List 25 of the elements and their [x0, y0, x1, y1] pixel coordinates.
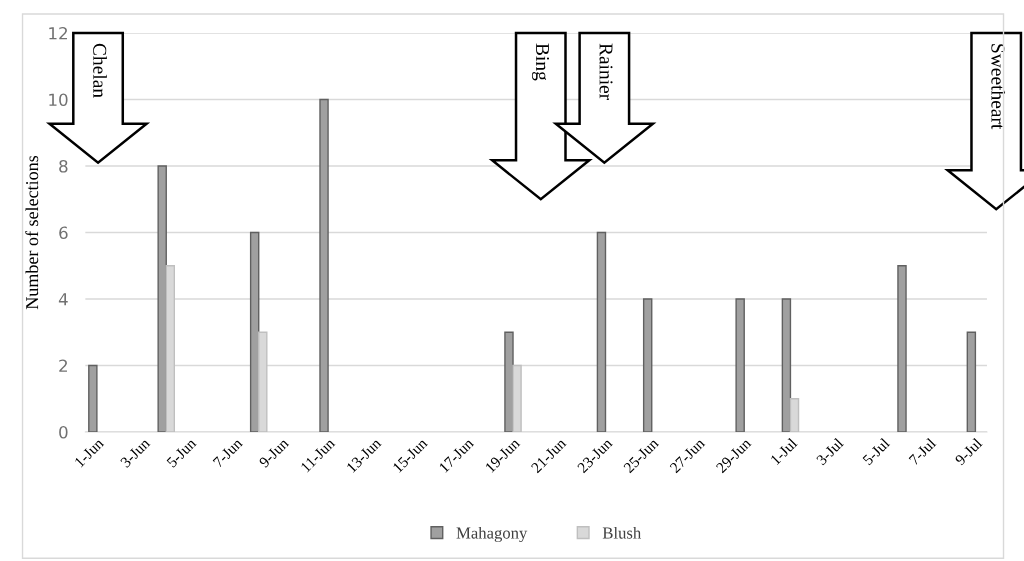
- text: Sweetheart: [991, 44, 1006, 130]
- bar: [966, 331, 977, 432]
- bar: [596, 231, 607, 432]
- bar: [504, 331, 514, 432]
- bar: [88, 364, 98, 432]
- annotation: Chelan: [93, 43, 107, 98]
- bar: [735, 298, 745, 432]
- bar: [642, 298, 653, 432]
- annotation: Bing: [531, 43, 550, 81]
- bar: [249, 231, 260, 432]
- bar: [157, 165, 167, 432]
- y-axis-title: Number of selections: [25, 155, 39, 310]
- annotation: Rainier: [599, 43, 613, 101]
- y-tick-label: 12: [49, 26, 67, 40]
- y-tick-label: 4: [58, 293, 68, 306]
- y-tick-label: 8: [59, 159, 68, 173]
- y-tick-label: 10: [49, 93, 68, 107]
- legend-label: Blush: [602, 526, 642, 539]
- bar: [319, 98, 329, 432]
- bar: [781, 298, 792, 432]
- y-tick-label: 6: [59, 226, 68, 240]
- bar: [897, 265, 907, 432]
- y-tick-label: 0: [59, 425, 68, 439]
- legend-label: Mahagony: [456, 526, 528, 543]
- y-tick-label: 2: [59, 359, 67, 372]
